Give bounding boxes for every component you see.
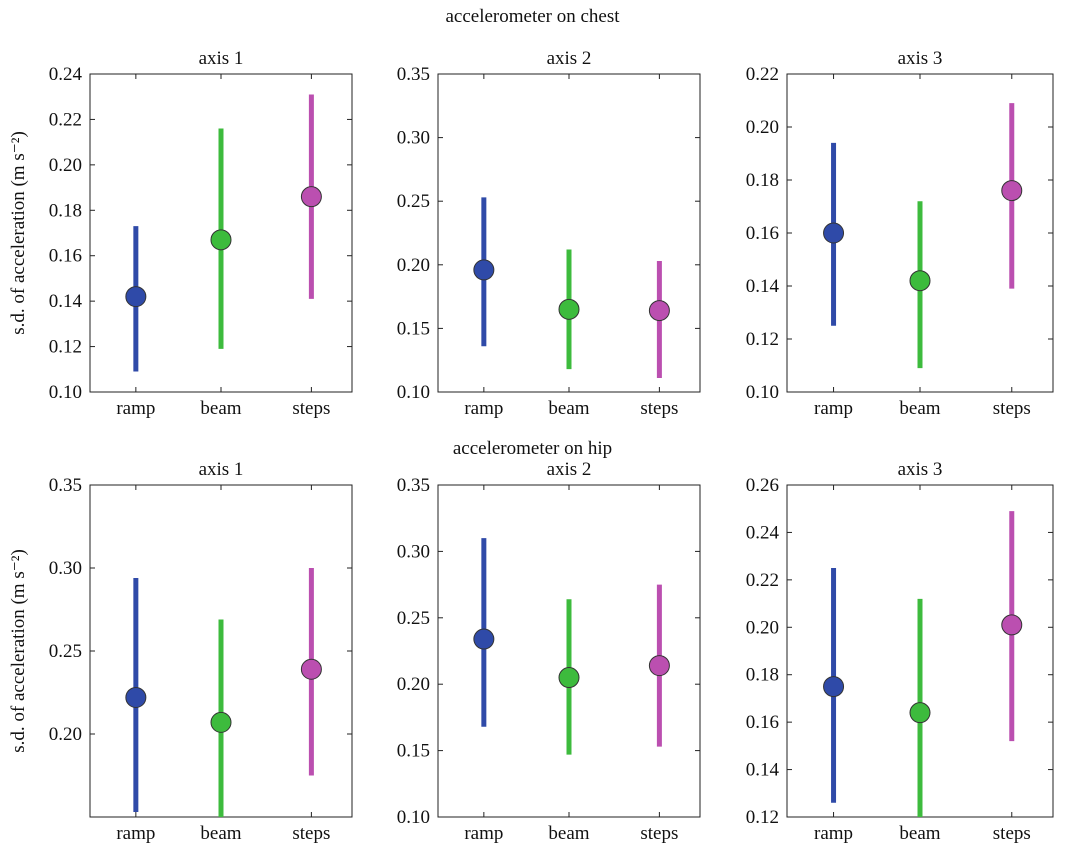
y-tick-label: 0.25 (397, 608, 430, 629)
mean-point-beam (909, 270, 931, 292)
mean-point-beam (909, 702, 931, 724)
mean-point-steps (1001, 180, 1023, 202)
mean-point-steps (1001, 614, 1023, 636)
x-tick-label: steps (993, 398, 1031, 419)
y-tick-label: 0.20 (397, 674, 430, 695)
y-tick-label: 0.10 (49, 382, 82, 403)
mean-point-ramp (125, 286, 147, 308)
y-tick-label: 0.16 (49, 246, 82, 267)
y-tick-label: 0.15 (397, 318, 430, 339)
panel-5: axis 2 0.10 0.15 0.20 0.25 0.30 0.35 ramp beam st… (397, 459, 701, 843)
x-tick-label: steps (292, 823, 330, 843)
x-tick-label: steps (292, 398, 330, 419)
mean-point-steps (300, 186, 322, 208)
panel-6: axis 3 0.12 0.14 0.16 0.18 0.20 0.22 0.24 0.26 ra… (746, 459, 1054, 843)
y-tick-label: 0.22 (746, 64, 779, 85)
mean-point-ramp (473, 628, 495, 650)
x-tick-label: beam (548, 823, 589, 843)
x-tick-label: beam (548, 398, 589, 419)
mean-point-beam (210, 711, 232, 733)
y-tick-label: 0.24 (746, 522, 780, 543)
x-tick-label: steps (640, 398, 678, 419)
y-axis-label: s.d. of acceleration (m s⁻²) (8, 131, 29, 335)
y-tick-label: 0.30 (49, 558, 82, 579)
y-tick-label: 0.10 (746, 382, 779, 403)
row-title-chest: accelerometer on chest (445, 6, 620, 27)
panel-title: axis 2 (547, 459, 592, 480)
y-tick-label: 0.24 (49, 64, 83, 85)
y-tick-label: 0.22 (49, 109, 82, 130)
panel-4: axis 1 0.20 0.25 0.30 0.35 ramp beam steps s.d. … (8, 459, 353, 843)
y-tick-label: 0.20 (49, 724, 82, 745)
y-tick-label: 0.35 (49, 475, 82, 496)
y-tick-label: 0.20 (49, 155, 82, 176)
panel-title: axis 1 (199, 48, 244, 69)
y-tick-label: 0.18 (49, 200, 82, 221)
mean-point-beam (558, 298, 580, 320)
y-tick-label: 0.20 (746, 117, 779, 138)
y-tick-label: 0.14 (49, 291, 83, 312)
panel-title: axis 3 (898, 48, 943, 69)
panel-2: axis 2 0.10 0.15 0.20 0.25 0.30 0.35 ramp beam st… (397, 48, 701, 419)
y-tick-label: 0.35 (397, 475, 430, 496)
x-tick-label: ramp (116, 398, 155, 419)
panel-3: axis 3 0.10 0.12 0.14 0.16 0.18 0.20 0.22 ramp be… (746, 48, 1054, 419)
y-tick-label: 0.15 (397, 741, 430, 762)
mean-point-ramp (473, 259, 495, 281)
y-tick-label: 0.12 (746, 807, 779, 828)
x-tick-label: ramp (814, 823, 853, 843)
y-tick-label: 0.14 (746, 760, 780, 781)
y-tick-label: 0.35 (397, 64, 430, 85)
y-tick-label: 0.12 (49, 337, 82, 358)
panel-title: axis 2 (547, 48, 592, 69)
y-tick-label: 0.25 (49, 641, 82, 662)
mean-point-ramp (125, 686, 147, 708)
panel-title: axis 1 (199, 459, 244, 480)
x-tick-label: beam (200, 823, 241, 843)
mean-point-beam (558, 667, 580, 689)
mean-point-ramp (823, 676, 845, 698)
y-tick-label: 0.14 (746, 276, 780, 297)
y-tick-label: 0.25 (397, 191, 430, 212)
y-tick-label: 0.16 (746, 223, 779, 244)
y-tick-label: 0.26 (746, 475, 779, 496)
mean-point-steps (300, 658, 322, 680)
x-tick-label: steps (993, 823, 1031, 843)
mean-point-steps (648, 300, 670, 322)
x-tick-label: ramp (116, 823, 155, 843)
x-tick-label: beam (200, 398, 241, 419)
row-title-hip: accelerometer on hip (452, 438, 613, 459)
panel-1: axis 1 0.10 0.12 0.14 0.16 0.18 0.20 0.22 0.24 ra… (8, 48, 353, 419)
panel-title: axis 3 (898, 459, 943, 480)
y-tick-label: 0.10 (397, 807, 430, 828)
mean-point-steps (648, 655, 670, 677)
x-tick-label: ramp (814, 398, 853, 419)
y-tick-label: 0.10 (397, 382, 430, 403)
x-tick-label: ramp (464, 398, 503, 419)
y-tick-label: 0.16 (746, 712, 779, 733)
y-tick-label: 0.12 (746, 329, 779, 350)
y-tick-label: 0.22 (746, 570, 779, 591)
y-tick-label: 0.30 (397, 128, 430, 149)
mean-point-ramp (823, 222, 845, 244)
y-tick-label: 0.18 (746, 665, 779, 686)
y-tick-label: 0.20 (397, 255, 430, 276)
y-tick-label: 0.30 (397, 541, 430, 562)
mean-point-beam (210, 229, 232, 251)
x-tick-label: steps (640, 823, 678, 843)
x-tick-label: beam (899, 823, 940, 843)
x-tick-label: beam (899, 398, 940, 419)
y-tick-label: 0.18 (746, 170, 779, 191)
x-tick-label: ramp (464, 823, 503, 843)
y-axis-label: s.d. of acceleration (m s⁻²) (8, 549, 29, 753)
y-tick-label: 0.20 (746, 617, 779, 638)
